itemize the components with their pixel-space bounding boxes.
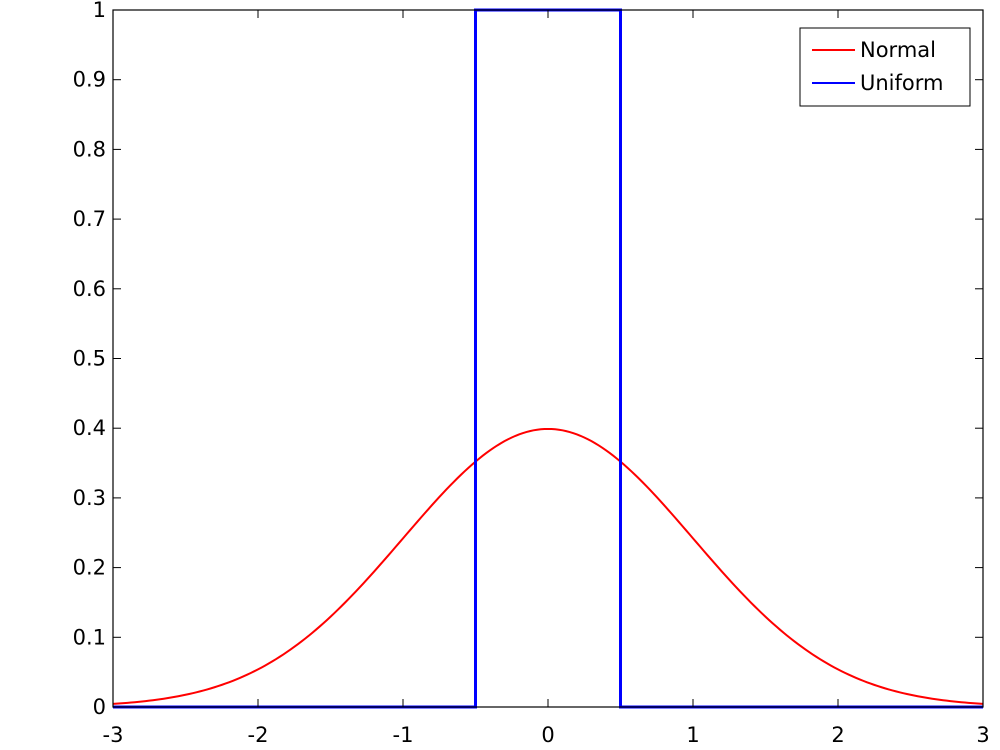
legend: Normal Uniform xyxy=(799,27,971,107)
x-tick-label: -2 xyxy=(248,723,269,747)
x-tick-label: 1 xyxy=(686,723,699,747)
legend-label-uniform: Uniform xyxy=(860,71,943,95)
y-tick-label: 0.2 xyxy=(73,556,106,580)
x-tick-label: -1 xyxy=(393,723,414,747)
x-tick-label: 3 xyxy=(976,723,989,747)
axes: -3 -2 -1 0 1 2 3 0 0.1 0.2 0.3 0.4 0.5 0.6 0.7 0.8 0.9 1 xyxy=(73,0,990,747)
y-tick-label: 0.8 xyxy=(73,137,106,161)
y-tick-label: 0.6 xyxy=(73,277,106,301)
plot-area xyxy=(112,8,984,709)
y-tick-label: 1 xyxy=(93,0,106,22)
series-line-normal xyxy=(112,427,984,705)
x-tick-label: 0 xyxy=(541,723,554,747)
x-tick-label: -3 xyxy=(103,723,124,747)
y-tick-label: 0.7 xyxy=(73,207,106,231)
legend-box xyxy=(799,27,971,107)
series-line-uniform xyxy=(113,8,983,709)
y-tick-label: 0.5 xyxy=(73,347,106,371)
y-tick-label: 0.1 xyxy=(73,625,106,649)
y-tick-label: 0.4 xyxy=(73,416,106,440)
y-tick-label: 0 xyxy=(93,695,106,719)
axes-frame xyxy=(112,9,984,708)
x-tick-label: 2 xyxy=(831,723,844,747)
legend-label-normal: Normal xyxy=(860,38,936,62)
y-tick-label: 0.9 xyxy=(73,68,106,92)
y-tick-label: 0.3 xyxy=(73,486,106,510)
